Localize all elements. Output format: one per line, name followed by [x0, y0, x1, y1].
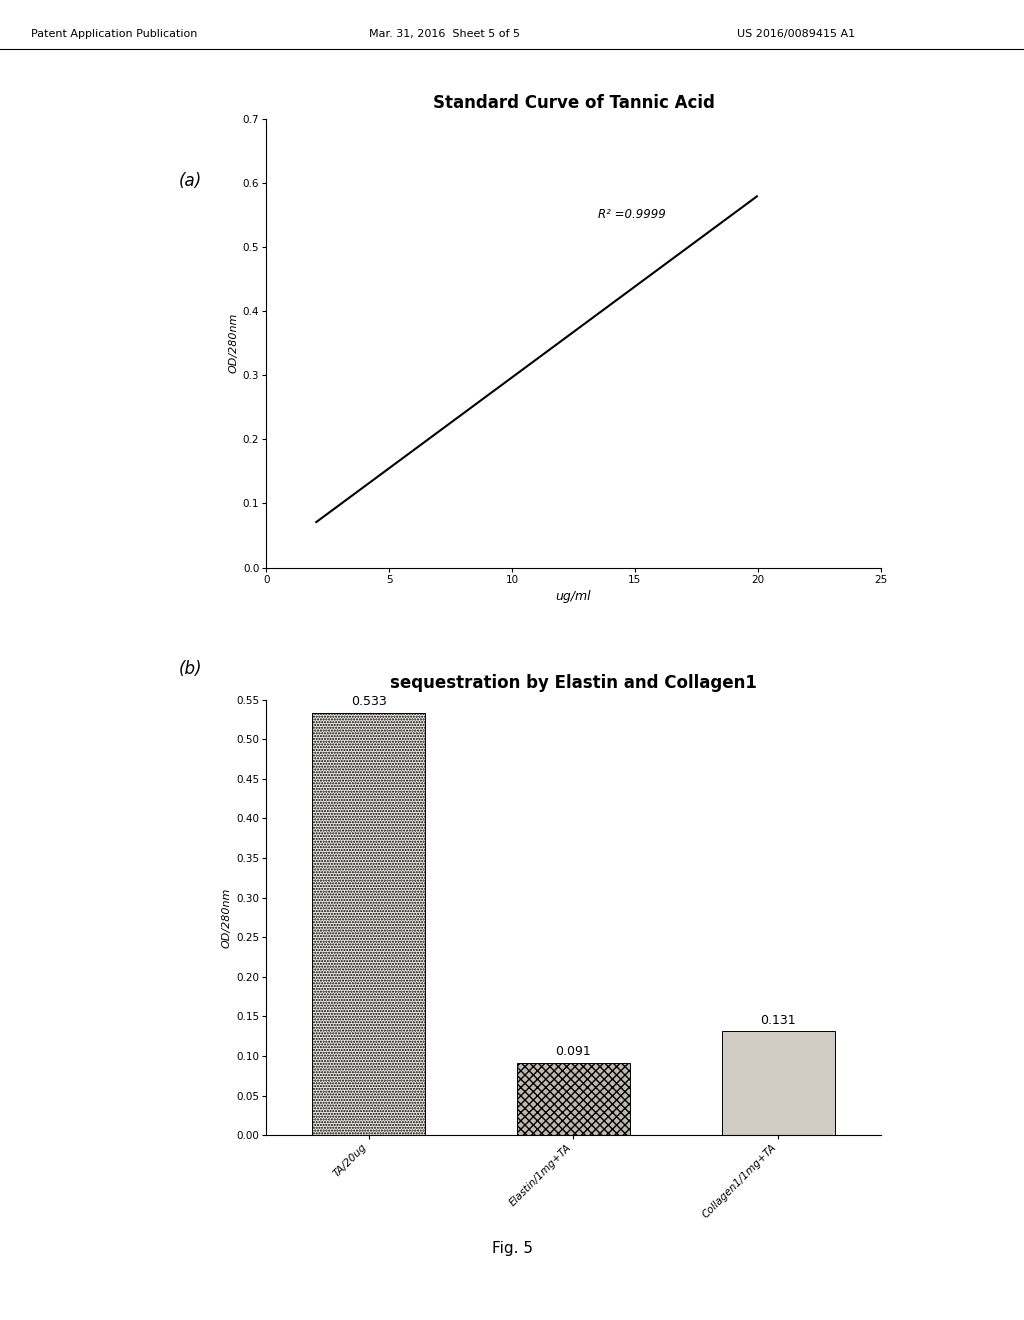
Y-axis label: OD/280nm: OD/280nm [228, 313, 239, 374]
Title: Standard Curve of Tannic Acid: Standard Curve of Tannic Acid [432, 94, 715, 112]
Text: (b): (b) [179, 660, 203, 678]
Text: 0.131: 0.131 [761, 1014, 796, 1027]
Text: Patent Application Publication: Patent Application Publication [31, 29, 197, 40]
Bar [312, 713, 425, 1135]
Y-axis label: OD/280nm: OD/280nm [222, 887, 232, 948]
Text: (a): (a) [179, 172, 203, 190]
Text: US 2016/0089415 A1: US 2016/0089415 A1 [737, 29, 855, 40]
Title: sequestration by Elastin and Collagen1: sequestration by Elastin and Collagen1 [390, 675, 757, 693]
Bar [517, 1063, 630, 1135]
X-axis label: ug/ml: ug/ml [556, 590, 591, 603]
Text: Mar. 31, 2016  Sheet 5 of 5: Mar. 31, 2016 Sheet 5 of 5 [369, 29, 519, 40]
Text: 0.533: 0.533 [351, 696, 386, 709]
Text: 0.091: 0.091 [556, 1045, 591, 1059]
Text: Fig. 5: Fig. 5 [492, 1241, 532, 1255]
Bar [722, 1031, 835, 1135]
Text: R² =0.9999: R² =0.9999 [598, 209, 666, 222]
